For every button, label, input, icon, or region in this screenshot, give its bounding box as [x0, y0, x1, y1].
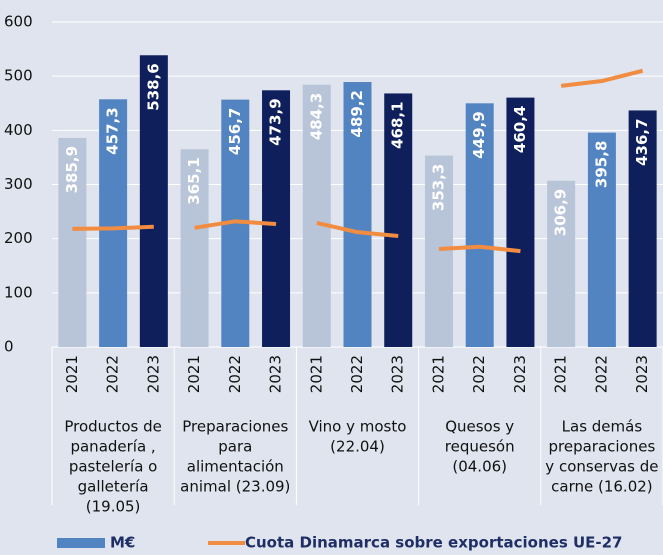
- group-label: requesón: [445, 438, 515, 456]
- bar: [587, 132, 616, 347]
- group-label: pastelería o: [69, 458, 158, 476]
- group-label: panadería ,: [70, 438, 155, 456]
- group-label: (19.05): [86, 498, 141, 516]
- bar: [99, 99, 128, 347]
- value-label: 473,9: [267, 98, 285, 145]
- bar: [302, 84, 331, 347]
- bar: [58, 137, 87, 347]
- value-label: 457,3: [104, 107, 122, 154]
- group-label: Preparaciones: [182, 418, 288, 436]
- group-label: (04.06): [452, 458, 507, 476]
- legend-label: M€: [110, 534, 135, 552]
- bar: [547, 180, 576, 347]
- value-label: 436,7: [633, 118, 651, 165]
- x-tick-label: 2022: [348, 355, 366, 393]
- group-label: Productos de: [64, 418, 161, 436]
- x-tick-label: 2022: [226, 355, 244, 393]
- x-tick-label: 2023: [144, 355, 162, 393]
- y-tick-label: 100: [4, 283, 33, 301]
- bar: [139, 55, 168, 348]
- y-tick-label: 0: [4, 338, 14, 356]
- value-label: 353,3: [429, 164, 447, 211]
- value-label: 306,9: [552, 189, 570, 236]
- group-label: Las demás: [562, 418, 643, 436]
- x-tick-label: 2021: [63, 355, 81, 393]
- bar: [628, 110, 657, 348]
- group-label: galletería: [78, 478, 149, 496]
- bar: [180, 149, 209, 347]
- share-line: [438, 244, 521, 254]
- value-label: 385,9: [63, 146, 81, 193]
- legend-label: Cuota Dinamarca sobre exportaciones UE-2…: [245, 534, 623, 552]
- group-label: alimentación: [187, 458, 284, 476]
- bar: [424, 155, 453, 347]
- share-line: [194, 219, 277, 230]
- x-tick-label: 2022: [592, 355, 610, 393]
- x-tick-label: 2021: [429, 355, 447, 393]
- x-tick-label: 2022: [470, 355, 488, 393]
- share-line: [316, 221, 399, 238]
- value-label: 538,6: [144, 63, 162, 110]
- group-label: Vino y mosto: [309, 418, 407, 436]
- group-label: (22.04): [330, 438, 385, 456]
- x-tick-label: 2021: [185, 355, 203, 393]
- group-label: preparaciones: [548, 438, 655, 456]
- y-tick-label: 500: [4, 67, 33, 85]
- group-label: para: [218, 438, 252, 456]
- x-tick-label: 2021: [307, 355, 325, 393]
- x-tick-label: 2023: [389, 355, 407, 393]
- bar: [384, 93, 413, 347]
- bar: [262, 90, 291, 347]
- value-label: 489,2: [348, 90, 366, 137]
- x-tick-label: 2023: [267, 355, 285, 393]
- x-tick-label: 2022: [104, 355, 122, 393]
- bar: [465, 103, 494, 347]
- value-label: 456,7: [226, 108, 244, 155]
- y-tick-label: 200: [4, 229, 33, 247]
- group-label: animal (23.09): [180, 478, 290, 496]
- value-label: 468,1: [389, 101, 407, 148]
- share-line: [560, 68, 644, 88]
- group-label: carne (16.02): [551, 478, 653, 496]
- value-label: 449,9: [470, 111, 488, 158]
- y-tick-label: 400: [4, 121, 33, 139]
- group-label: Quesos y: [445, 418, 514, 436]
- bar: [506, 97, 535, 347]
- y-tick-label: 600: [4, 13, 33, 31]
- legend-swatch: [57, 538, 105, 548]
- value-label: 365,1: [185, 157, 203, 204]
- bar: [343, 82, 372, 348]
- x-tick-label: 2023: [511, 355, 529, 393]
- share-line: [72, 224, 154, 231]
- value-label: 484,3: [307, 93, 325, 140]
- y-tick-label: 300: [4, 175, 33, 193]
- value-label: 460,4: [511, 106, 529, 153]
- group-label: y conservas de: [545, 458, 658, 476]
- x-tick-label: 2021: [552, 355, 570, 393]
- value-label: 395,8: [592, 141, 610, 188]
- x-tick-label: 2023: [633, 355, 651, 393]
